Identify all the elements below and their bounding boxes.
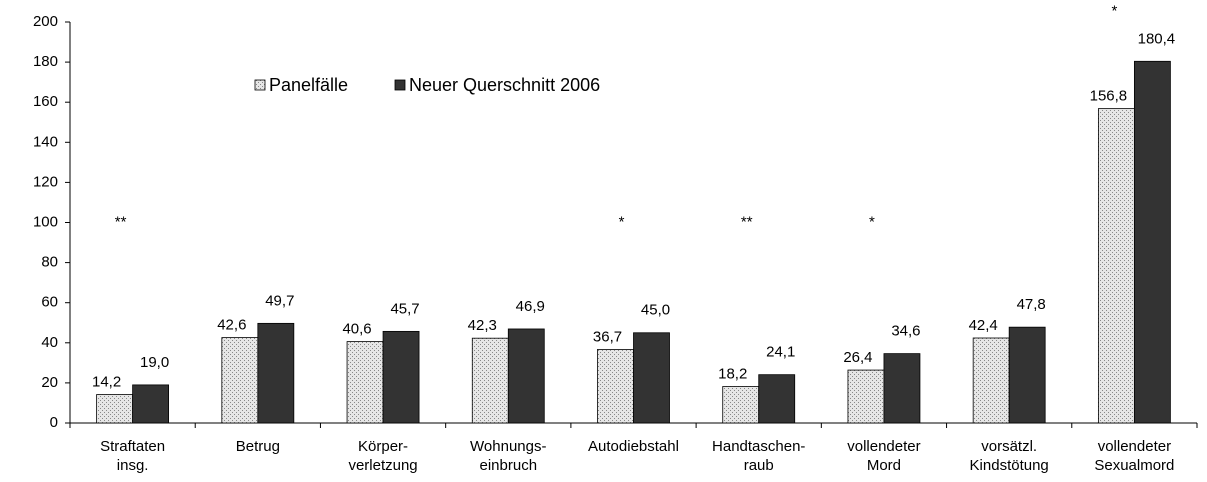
x-tick-label: Straftaten [100,438,165,455]
bar [597,349,634,424]
y-tick-label: 20 [41,374,58,391]
value-label: 18,2 [718,365,747,382]
significance-marker: * [619,213,625,230]
value-label: 45,7 [390,300,419,317]
value-label: 14,2 [92,373,121,390]
bar [471,337,509,424]
value-label: 42,4 [969,317,998,334]
x-tick-label: Sexualmord [1094,457,1174,474]
y-tick-label: 120 [33,173,58,190]
value-label: 180,4 [1138,30,1176,47]
bar [847,369,885,424]
x-tick-label: raub [744,457,774,474]
value-label: 156,8 [1090,88,1128,105]
x-tick-label: Kindstötung [970,457,1049,474]
x-tick-label: vollendeter [1098,438,1171,455]
value-label: 42,3 [468,317,497,334]
y-tick-label: 100 [33,213,58,230]
significance-marker: ** [115,213,127,230]
x-tick-label: einbruch [480,457,538,474]
value-label: 36,7 [593,328,622,345]
bar [132,384,170,424]
bar [507,328,545,424]
value-label: 42,6 [217,317,246,334]
bar [346,341,384,424]
x-tick-label: Wohnungs- [470,438,546,455]
x-tick-label: Körper- [358,438,408,455]
legend-swatch [254,79,266,91]
bar [972,337,1010,424]
legend-label: Neuer Querschnitt 2006 [409,75,600,95]
bar [257,322,295,424]
significance-marker: * [869,213,875,230]
value-label: 46,9 [516,298,545,315]
y-tick-label: 60 [41,294,58,311]
x-tick-label: insg. [117,457,149,474]
value-label: 47,8 [1017,296,1046,313]
x-tick-label: Autodiebstahl [588,438,679,455]
bar [758,374,796,424]
x-tick-label: Mord [867,457,901,474]
x-tick-label: Betrug [236,438,280,455]
value-label: 40,6 [342,321,371,338]
bar [722,386,760,424]
value-label: 19,0 [140,354,169,371]
bar [221,337,259,424]
significance-marker: ** [741,213,753,230]
y-tick-label: 40 [41,334,58,351]
y-tick-label: 180 [33,53,58,70]
y-tick-label: 0 [50,414,58,431]
bar [1097,108,1135,424]
value-label: 24,1 [766,344,795,361]
x-tick-label: vollendeter [847,438,920,455]
value-label: 26,4 [843,349,872,366]
value-label: 45,0 [641,302,670,319]
x-tick-label: verletzung [348,457,417,474]
value-label: 49,7 [265,292,294,309]
bar [883,353,921,424]
y-tick-label: 140 [33,133,58,150]
value-label: 34,6 [891,323,920,340]
bar [382,330,420,424]
bar [1008,326,1046,424]
significance-marker: * [1111,2,1117,19]
legend-label: Panelfälle [269,75,348,95]
y-tick-label: 160 [33,93,58,110]
bar [96,394,134,424]
x-tick-label: vorsätzl. [981,438,1037,455]
legend-swatch [394,79,406,91]
bar [633,332,670,424]
y-tick-label: 200 [33,13,58,30]
bar [1133,60,1171,424]
x-tick-label: Handtaschen- [712,438,805,455]
y-tick-label: 80 [41,254,58,271]
